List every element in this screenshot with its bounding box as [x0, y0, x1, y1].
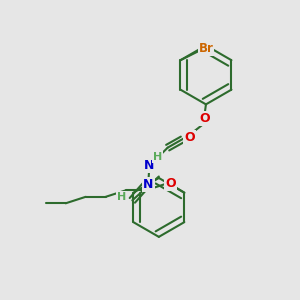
- Text: O: O: [166, 177, 176, 190]
- Text: Br: Br: [199, 42, 214, 55]
- Text: O: O: [199, 112, 210, 125]
- Text: N: N: [143, 178, 154, 191]
- Text: H: H: [116, 192, 126, 202]
- Text: O: O: [184, 130, 195, 143]
- Text: H: H: [153, 152, 162, 162]
- Text: N: N: [144, 158, 154, 172]
